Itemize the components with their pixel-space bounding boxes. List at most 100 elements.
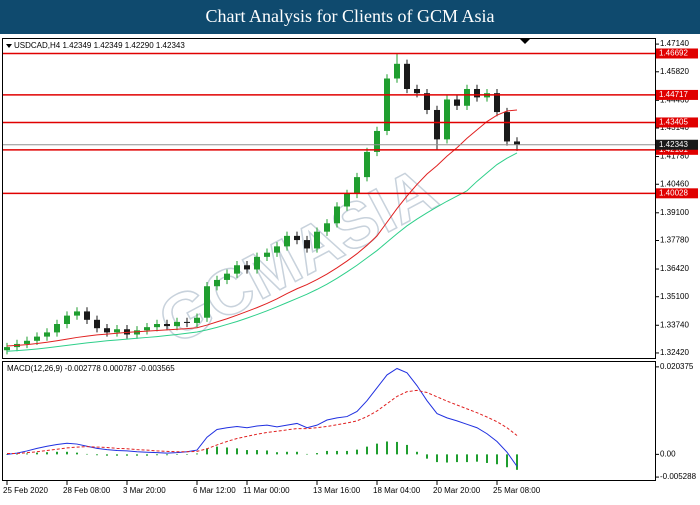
histogram-bar [326,450,328,455]
candle-body [344,193,350,207]
candle-body [394,63,400,79]
candle-body [514,141,520,145]
candle-body [444,99,450,140]
y-tick-label: 1.33740 [660,320,689,329]
candle-body [64,315,70,325]
x-tick-label: 18 Mar 04:00 [373,486,421,495]
histogram-bar [376,443,378,455]
candle-body [44,332,50,337]
y-tick-label: 1.41780 [660,152,689,161]
histogram-bar [456,454,458,463]
price-plot [3,52,655,355]
histogram-bar [186,454,188,455]
histogram-bar [336,450,338,455]
histogram-bar [246,450,248,455]
candle-body [494,93,500,113]
candle-body [174,321,180,327]
candle-body [314,231,320,249]
candle-body [94,319,100,329]
candle-body [274,246,280,253]
candle-body [134,330,140,335]
level-label: 1.43405 [659,118,688,127]
candle-body [34,336,40,341]
x-tick-label: 3 Mar 20:00 [123,486,166,495]
y-tick-label: 1.37780 [660,236,689,245]
candle-body [244,265,250,270]
macd-line [7,389,518,455]
candle-body [404,63,410,89]
histogram-bar [486,454,488,463]
candle-body [374,130,380,152]
histogram-bar [446,454,448,463]
histogram-bar [516,454,518,470]
histogram-bar [396,441,398,455]
y-tick-label: 0.00 [660,449,676,458]
y-tick-label: 0.020375 [660,362,694,371]
histogram-bar [196,453,198,455]
level-label-box [656,89,698,100]
menu-arrow [6,44,12,48]
candle-body [504,112,510,142]
candle-body [454,99,460,106]
y-tick-label: 1.40460 [660,179,689,188]
candle-body [304,240,310,249]
histogram-bar [406,444,408,455]
candle-body [294,235,300,241]
histogram-bar [316,453,318,455]
histogram-bar [366,446,368,455]
histogram-bar [356,449,358,455]
candle-body [464,88,470,106]
moving-average [6,152,518,352]
candle-body [474,88,480,98]
histogram-bar [36,452,38,455]
histogram-bar [416,451,418,455]
candle-body [154,324,160,328]
y-tick-label: 1.39100 [660,208,689,217]
histogram-bar [266,450,268,455]
level-label-box [656,144,698,155]
level-label: 1.40028 [659,188,688,197]
histogram-bar [116,454,118,456]
candle-body [194,317,200,323]
candle-body [204,286,210,318]
histogram-bar [126,454,128,456]
candle-body [144,327,150,331]
candle-body [114,329,120,333]
y-tick-label: 1.32420 [660,348,689,357]
price-panel [2,38,656,359]
histogram-bar [506,454,508,468]
candle-body [264,252,270,257]
macd-panel [2,361,656,481]
level-label-box [656,48,698,59]
histogram-bar [86,453,88,455]
histogram-bar [76,452,78,455]
candle-body [424,93,430,110]
y-tick-label: 1.36420 [660,264,689,273]
candle-body [434,109,440,140]
candle-body [254,256,260,270]
candle-body [24,340,30,344]
x-tick-label: 11 Mar 00:00 [243,486,290,495]
histogram-bar [66,451,68,455]
title-bar [0,0,700,34]
level-label: 1.44717 [659,90,688,99]
x-tick-label: 13 Mar 16:00 [313,486,361,495]
candle-body [124,329,130,335]
x-tick-label: 6 Mar 12:00 [193,486,236,495]
macd-plot [6,367,518,470]
histogram-bar [386,441,388,455]
candle-body [104,328,110,333]
histogram-bar [106,454,108,456]
histogram-bar [296,451,298,455]
histogram-bar [496,454,498,465]
candle-body [234,265,240,274]
y-tick-label: 1.45820 [660,67,689,76]
histogram-bar [466,454,468,463]
histogram-bar [46,452,48,455]
x-tick-label: 25 Feb 2020 [3,486,48,495]
histogram-bar [216,446,218,455]
moving-average [6,109,518,347]
histogram-bar [16,453,18,455]
